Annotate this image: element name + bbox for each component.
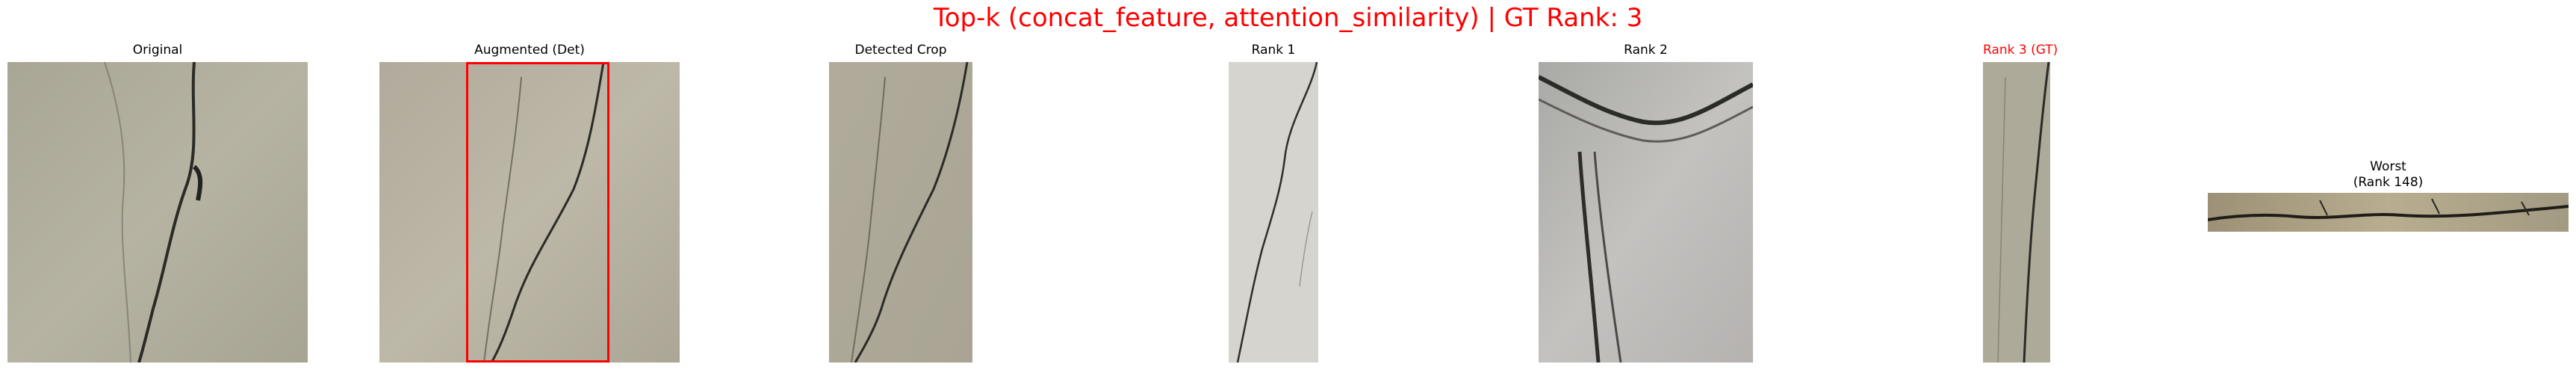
detected-crop-image	[829, 62, 972, 363]
panel-title-augmented: Augmented (Det)	[474, 43, 585, 58]
rank-2-crack-image	[1539, 62, 1753, 363]
detection-bounding-box	[466, 62, 609, 363]
rank-1-crack-image	[1229, 62, 1318, 363]
rank-3-gt-crack-image	[1983, 62, 2050, 363]
augmented-crack-image	[379, 62, 680, 363]
worst-rank-crack-image	[2208, 193, 2569, 232]
panel-title-rank-3-gt: Rank 3 (GT)	[1983, 43, 2058, 58]
panel-title-original: Original	[132, 43, 183, 58]
figure-suptitle: Top-k (concat_feature, attention_similar…	[933, 3, 1643, 33]
panel-title-worst: Worst (Rank 148)	[2208, 159, 2569, 191]
panel-title-rank-1: Rank 1	[1251, 43, 1296, 58]
panel-title-detected-crop: Detected Crop	[854, 43, 947, 58]
panel-title-rank-2: Rank 2	[1624, 43, 1668, 58]
original-crack-image	[7, 62, 308, 363]
panel-title-worst-line1: Worst	[2370, 159, 2406, 174]
panel-title-worst-line2: (Rank 148)	[2353, 175, 2424, 190]
